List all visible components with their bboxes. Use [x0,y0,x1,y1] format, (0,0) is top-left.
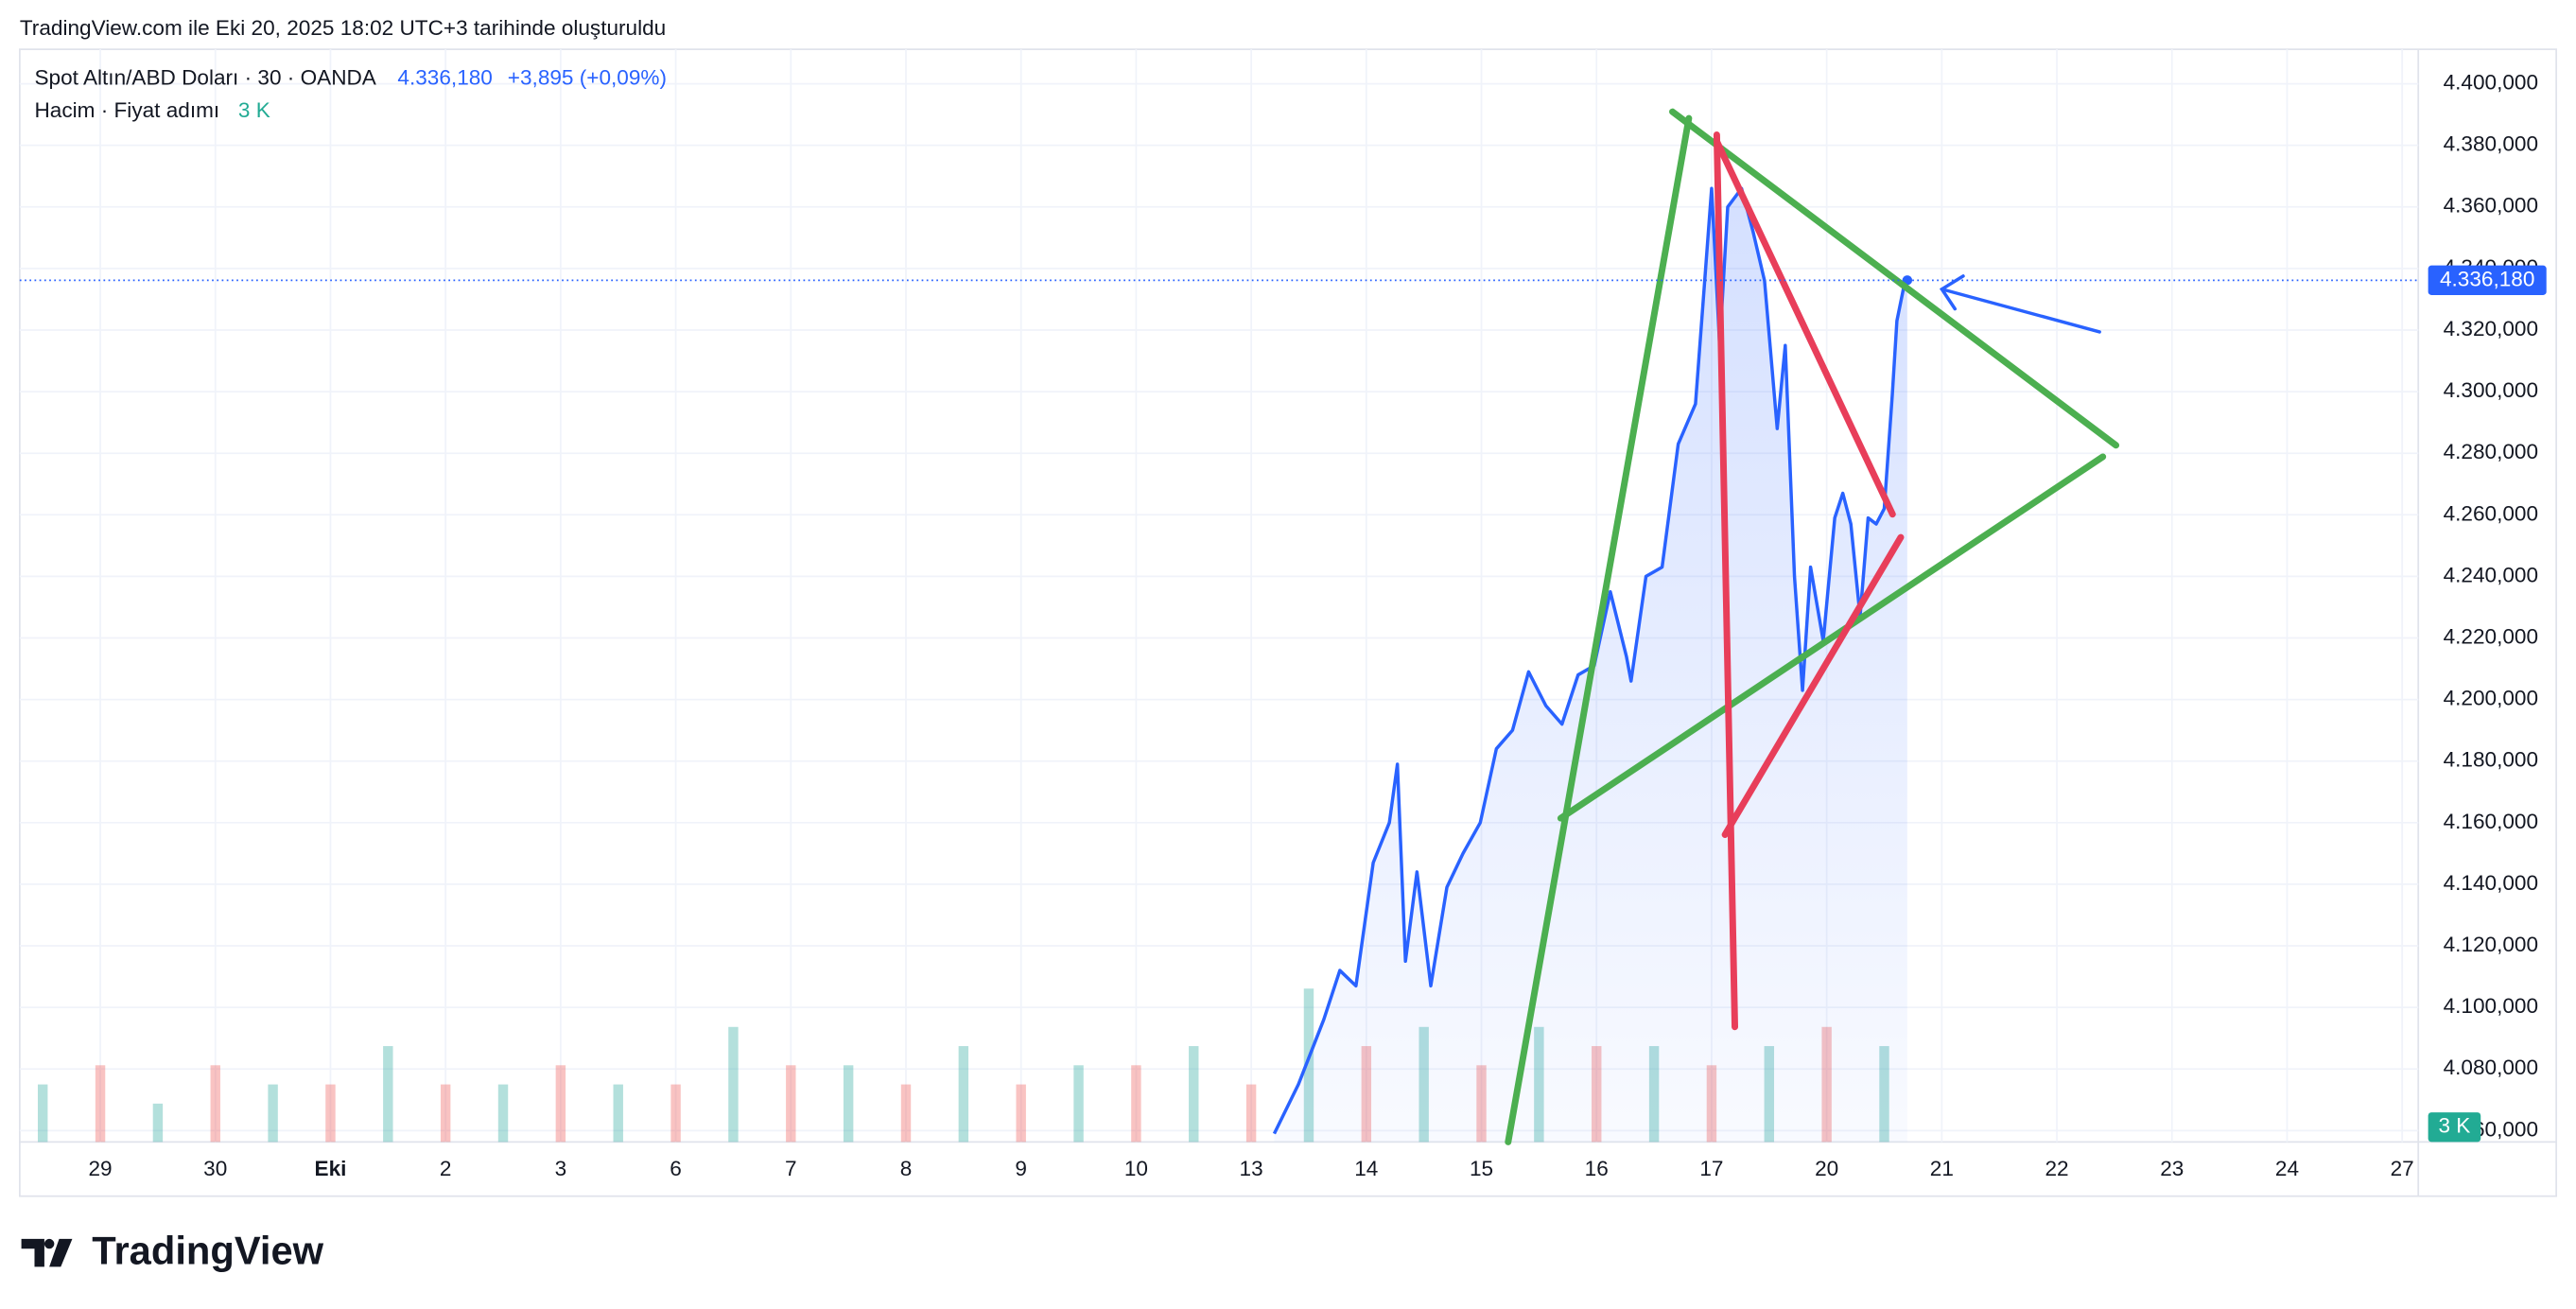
trendline [1721,533,1905,838]
price-change: +3,895 (+0,09%) [508,65,667,89]
y-tick-label: 4.120,000 [2444,933,2538,956]
x-tick-label: 6 [670,1157,682,1180]
x-tick-label: 29 [88,1157,112,1180]
volume-bar [1131,1065,1141,1143]
volume-bar [325,1084,336,1143]
y-tick-label: 4.220,000 [2444,624,2538,648]
y-tick-label: 4.140,000 [2444,871,2538,895]
y-tick-label: 4.320,000 [2444,317,2538,340]
volume-bar [1189,1046,1199,1143]
x-tick-label: 30 [203,1157,227,1180]
x-tick-label: 17 [1699,1157,1723,1180]
volume-bar [900,1084,912,1143]
trendline [1505,114,1693,1145]
trendline [1557,453,2107,822]
volume-tag [2428,1112,2481,1143]
volume-bar [268,1084,278,1143]
volume-bar [555,1065,566,1143]
volume-bar [728,1026,739,1143]
logo-icon [21,1238,73,1267]
x-tick-label: 13 [1240,1157,1263,1180]
volume-bar [1245,1084,1257,1143]
volume-bar [958,1046,969,1143]
arrow [1940,288,2101,334]
y-tick-label: 4.400,000 [2444,71,2538,95]
x-tick-label: 8 [900,1157,913,1180]
volume-bar [786,1065,796,1143]
volume-bar [383,1046,393,1143]
y-tick-label: 4.200,000 [2444,687,2538,710]
drawings [1505,108,2120,1145]
chart-frame [18,48,2558,1197]
volume-bar [670,1084,681,1143]
price-tag [2428,265,2547,295]
volume-bar [497,1084,509,1143]
y-tick-label: 4.100,000 [2444,994,2538,1018]
y-tick-label: 4.160,000 [2444,810,2538,833]
brand-name: TradingView [92,1229,323,1273]
x-tick-label: 20 [1815,1157,1838,1180]
volume-bar [843,1065,854,1143]
arrow-head [1939,274,1965,311]
symbol-title: Spot Altın/ABD Doları · 30 · OANDA [34,65,376,89]
x-tick-label: 9 [1015,1157,1027,1180]
y-tick-label: 4.180,000 [2444,748,2538,772]
volume-bar [210,1065,220,1143]
price-area [1274,188,1907,1143]
x-tick-label: 23 [2160,1157,2184,1180]
y-tick-label: 4.300,000 [2444,378,2538,402]
x-tick-label: Eki [315,1157,347,1180]
brand-logo: TradingView [21,1229,324,1273]
y-tick-label: 4.360,000 [2444,194,2538,218]
trendline [1713,137,1896,518]
volume-bar [152,1103,164,1143]
y-tick-label: 4.240,000 [2444,563,2538,586]
volume-value: 3 K [238,98,270,122]
x-tick-label: 3 [555,1157,567,1180]
y-tick-label: 4.280,000 [2444,440,2538,463]
volume-bar [440,1084,451,1143]
caption: TradingView.com ile Eki 20, 2025 18:02 U… [20,16,666,40]
last-price: 4.336,180 [397,65,492,89]
volume-title: Hacim · Fiyat adımı [34,98,219,122]
volume-bar [1016,1084,1026,1143]
y-tick-label: 4.380,000 [2444,132,2538,156]
x-tick-label: 15 [1470,1157,1493,1180]
y-tick-label: 4.260,000 [2444,501,2538,525]
x-tick-label: 7 [785,1157,797,1180]
volume-bar [613,1084,623,1143]
price-tag-label: 4.336,180 [2440,267,2534,290]
x-tick-label: 22 [2045,1157,2068,1180]
x-tick-label: 24 [2275,1157,2299,1180]
trendline [1669,108,2120,449]
x-tick-label: 27 [2391,1157,2414,1180]
x-tick-label: 21 [1930,1157,1954,1180]
x-tick-label: 10 [1124,1157,1148,1180]
volume-bar [1073,1065,1084,1143]
x-tick-label: 14 [1354,1157,1378,1180]
volume-tag-label: 3 K [2438,1114,2470,1138]
volume-bar [37,1084,48,1143]
y-tick-label: 4.080,000 [2444,1056,2538,1079]
volume-bar [95,1065,106,1143]
price-line [1272,186,1909,1135]
x-tick-label: 2 [440,1157,452,1180]
trendline [1713,131,1739,1031]
x-tick-label: 16 [1585,1157,1609,1180]
